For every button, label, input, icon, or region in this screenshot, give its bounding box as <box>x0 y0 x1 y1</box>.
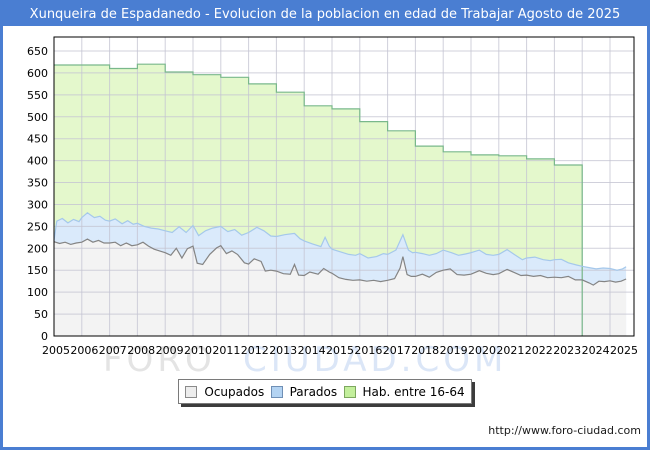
legend-item-ocupados: Ocupados <box>185 385 264 399</box>
svg-text:2018: 2018 <box>411 344 439 357</box>
svg-text:300: 300 <box>27 198 48 211</box>
svg-text:2015: 2015 <box>326 344 354 357</box>
series-lines <box>53 63 627 336</box>
svg-text:2019: 2019 <box>440 344 468 357</box>
legend: Ocupados Parados Hab. entre 16-64 <box>178 379 472 404</box>
svg-text:2025: 2025 <box>610 344 638 357</box>
svg-text:2010: 2010 <box>184 344 212 357</box>
svg-text:2022: 2022 <box>525 344 553 357</box>
svg-text:2023: 2023 <box>553 344 581 357</box>
ocupados-swatch-icon <box>185 385 198 398</box>
svg-text:100: 100 <box>27 286 48 299</box>
svg-text:2017: 2017 <box>383 344 411 357</box>
svg-text:400: 400 <box>27 155 48 168</box>
svg-text:2024: 2024 <box>582 344 610 357</box>
x-axis-labels: 2005 2006 2007 2008 2009 2010 2011 2012 2013 2014… <box>42 344 638 357</box>
parados-swatch-icon <box>270 385 283 398</box>
svg-text:2005: 2005 <box>42 344 70 357</box>
svg-text:200: 200 <box>27 242 48 255</box>
chart-title-bar: Xunqueira de Espadanedo - Evolucion de l… <box>3 3 647 26</box>
svg-text:2016: 2016 <box>354 344 382 357</box>
svg-text:2011: 2011 <box>212 344 240 357</box>
legend-label-ocupados: Ocupados <box>204 384 265 399</box>
svg-text:2012: 2012 <box>241 344 269 357</box>
plot-border <box>53 36 635 337</box>
svg-text:150: 150 <box>27 264 48 277</box>
svg-text:2021: 2021 <box>496 344 524 357</box>
svg-text:600: 600 <box>27 67 48 80</box>
line-Parados (limite superior: Ocupados+Parados) <box>53 212 627 271</box>
line-Ocupados <box>53 238 627 286</box>
svg-text:2020: 2020 <box>468 344 496 357</box>
foro-ciudad-url-link[interactable]: http://www.foro-ciudad.com <box>488 424 641 437</box>
watermark-text: FORO <box>103 340 216 380</box>
line-Hab. entre 16-64 <box>54 63 583 336</box>
area-fills <box>54 64 627 336</box>
watermark-text-2: CIUDAD.COM <box>243 340 507 380</box>
svg-text:2009: 2009 <box>156 344 184 357</box>
svg-text:450: 450 <box>27 133 48 146</box>
svg-text:2006: 2006 <box>70 344 98 357</box>
svg-text:250: 250 <box>27 220 48 233</box>
svg-text:2008: 2008 <box>127 344 155 357</box>
svg-text:2014: 2014 <box>298 344 326 357</box>
gridlines <box>54 37 634 336</box>
svg-text:0: 0 <box>41 330 48 343</box>
legend-item-hab16-64: Hab. entre 16-64 <box>343 384 465 399</box>
legend-label-hab16-64: Hab. entre 16-64 <box>362 384 465 399</box>
population-evolution-chart: FORO CIUDAD.COM 0 50 100 150 200 250 300 350 400… <box>27 36 638 380</box>
legend-item-parados: Parados <box>270 384 338 399</box>
legend-label-parados: Parados <box>289 384 338 399</box>
svg-text:500: 500 <box>27 111 48 124</box>
svg-text:650: 650 <box>27 45 48 58</box>
svg-text:350: 350 <box>27 177 48 190</box>
svg-text:50: 50 <box>34 308 48 321</box>
svg-text:2013: 2013 <box>269 344 297 357</box>
y-axis-labels: 0 50 100 150 200 250 300 350 400 450 500 550 600 650 <box>27 45 48 343</box>
svg-text:2007: 2007 <box>99 344 127 357</box>
hab16-64-swatch-icon <box>343 385 356 398</box>
svg-text:550: 550 <box>27 89 48 102</box>
